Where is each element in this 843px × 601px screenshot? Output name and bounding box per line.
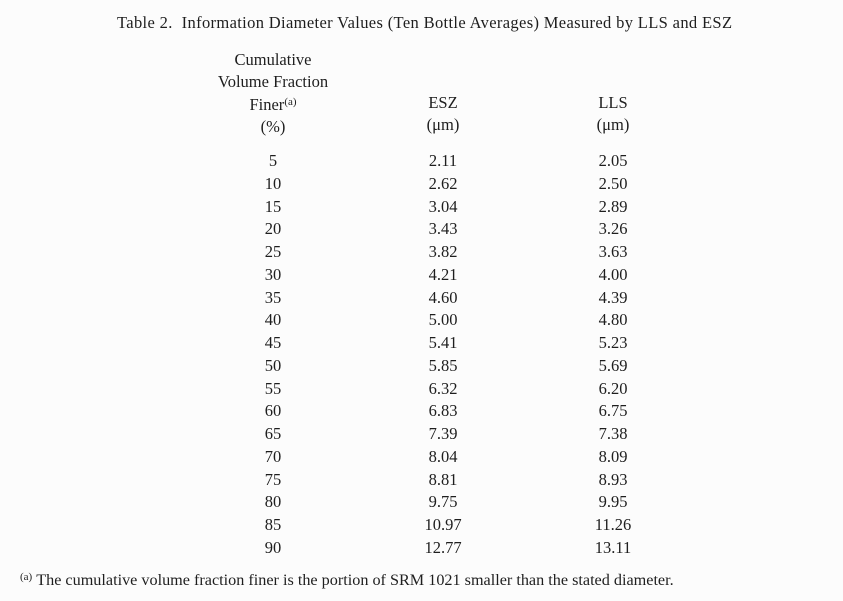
column-header-esz: ESZ (μm): [358, 49, 528, 137]
cell-lls: 11.26: [594, 515, 632, 534]
header-line-esz: ESZ: [428, 93, 458, 112]
header-line-lls-unit: (μm): [596, 114, 630, 134]
cell-esz: 4.21: [428, 264, 458, 284]
cell-esz: 3.04: [428, 196, 458, 216]
table-row: 75 8.81 8.93: [188, 469, 698, 492]
cell-esz: 2.62: [428, 173, 458, 193]
cell-esz: 5.00: [428, 310, 458, 330]
cell-pct: 30: [264, 264, 282, 284]
table-row: 60 6.83 6.75: [188, 400, 698, 423]
cell-pct: 35: [264, 287, 282, 307]
cell-esz: 3.82: [428, 242, 458, 261]
cell-esz: 8.81: [428, 469, 458, 489]
cell-lls: 6.20: [598, 378, 628, 398]
cell-pct: 55: [264, 378, 282, 398]
header-line-volume-fraction: Volume Fraction: [217, 71, 329, 91]
table-row: 20 3.43 3.26: [188, 218, 698, 241]
cell-pct: 40: [264, 310, 282, 330]
footnote: (a) The cumulative volume fraction finer …: [20, 571, 674, 590]
column-header-volume-fraction: Cumulative Volume Fraction Finer(a) (%): [188, 49, 358, 137]
cell-pct: 15: [264, 196, 282, 216]
cell-pct: 5: [268, 151, 278, 170]
header-line-finer: Finer(a): [249, 95, 297, 114]
cell-lls: 3.26: [598, 219, 628, 239]
cell-lls: 5.69: [598, 355, 628, 375]
footnote-text: The cumulative volume fraction finer is …: [36, 571, 674, 589]
cell-lls: 7.38: [598, 424, 628, 443]
cell-lls: 8.93: [598, 469, 628, 489]
cell-pct: 10: [264, 173, 282, 193]
cell-esz: 2.11: [428, 151, 458, 170]
cell-pct: 75: [264, 469, 282, 489]
table-row: 25 3.82 3.63: [188, 241, 698, 264]
footnote-marker: (a): [20, 571, 33, 583]
cell-lls: 6.75: [598, 401, 628, 421]
cell-pct: 25: [264, 242, 282, 261]
header-line-percent-unit: (%): [260, 116, 286, 136]
cell-lls: 13.11: [594, 537, 632, 557]
column-header-lls: LLS (μm): [528, 49, 698, 137]
table-body: 5 2.11 2.05 10 2.62 2.50 15 3.04 2.89 20 3.43 3.26 2…: [188, 150, 698, 560]
cell-lls: 4.00: [598, 264, 628, 284]
cell-esz: 6.83: [428, 401, 458, 421]
cell-esz: 9.75: [428, 492, 458, 512]
cell-lls: 8.09: [598, 446, 628, 466]
cell-lls: 2.05: [598, 151, 628, 170]
cell-lls: 4.39: [598, 287, 628, 307]
cell-esz: 8.04: [428, 446, 458, 466]
cell-esz: 6.32: [428, 378, 458, 398]
cell-pct: 70: [264, 446, 282, 466]
header-esz-block: ESZ (μm): [358, 92, 528, 135]
cell-esz: 3.43: [428, 219, 458, 239]
cell-pct: 90: [264, 537, 282, 557]
table-row: 35 4.60 4.39: [188, 287, 698, 310]
cell-pct: 80: [264, 492, 282, 512]
cell-esz: 12.77: [424, 537, 462, 557]
footnote-reference-a: (a): [284, 96, 297, 108]
table-row: 85 10.97 11.26: [188, 514, 698, 537]
header-line-esz-unit: (μm): [426, 114, 460, 134]
cell-lls: 3.63: [598, 242, 628, 261]
cell-lls: 2.50: [598, 173, 628, 193]
cell-esz: 5.85: [428, 355, 458, 375]
cell-lls: 2.89: [598, 196, 628, 216]
cell-esz: 10.97: [424, 515, 462, 534]
table-row: 70 8.04 8.09: [188, 446, 698, 469]
table-row: 90 12.77 13.11: [188, 537, 698, 560]
cell-lls: 9.95: [598, 492, 628, 512]
cell-pct: 50: [264, 355, 282, 375]
cell-esz: 7.39: [428, 424, 458, 443]
header-line-lls: LLS: [598, 93, 628, 112]
cell-pct: 20: [264, 219, 282, 239]
table-row: 30 4.21 4.00: [188, 264, 698, 287]
table-row: 15 3.04 2.89: [188, 196, 698, 219]
cell-esz: 4.60: [428, 287, 458, 307]
table-row: 10 2.62 2.50: [188, 173, 698, 196]
header-line-cumulative: Cumulative: [234, 50, 312, 69]
cell-pct: 85: [264, 515, 282, 534]
table-row: 5 2.11 2.05: [188, 150, 698, 173]
table-row: 40 5.00 4.80: [188, 309, 698, 332]
table-row: 65 7.39 7.38: [188, 423, 698, 446]
table-row: 80 9.75 9.95: [188, 491, 698, 514]
table-header: Cumulative Volume Fraction Finer(a) (%) …: [188, 49, 698, 137]
table-caption: Table 2. Information Diameter Values (Te…: [117, 13, 733, 32]
cell-lls: 5.23: [598, 333, 628, 352]
cell-pct: 45: [264, 333, 282, 352]
table-row: 50 5.85 5.69: [188, 355, 698, 378]
table-row: 45 5.41 5.23: [188, 332, 698, 355]
cell-pct: 60: [264, 401, 282, 421]
cell-esz: 5.41: [428, 333, 458, 352]
table-row: 55 6.32 6.20: [188, 378, 698, 401]
header-lls-block: LLS (μm): [528, 92, 698, 135]
cell-pct: 65: [264, 424, 282, 443]
cell-lls: 4.80: [598, 310, 628, 330]
